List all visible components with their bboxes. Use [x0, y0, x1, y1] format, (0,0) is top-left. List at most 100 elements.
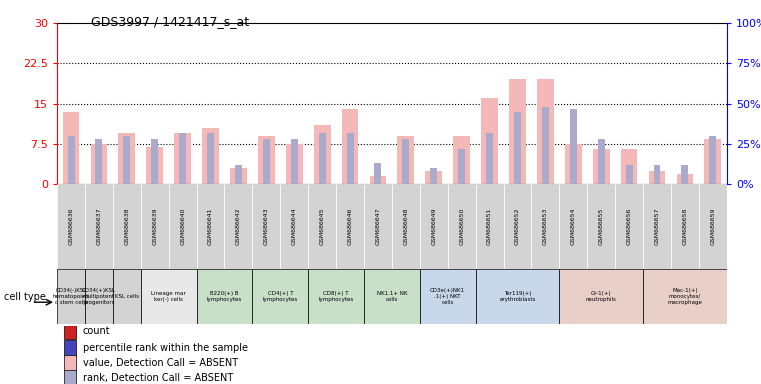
- Bar: [447, 184, 476, 269]
- Bar: [559, 269, 643, 324]
- Bar: [621, 149, 638, 184]
- Bar: [85, 184, 113, 269]
- Text: Ter119(+)
erythroblasts: Ter119(+) erythroblasts: [499, 291, 536, 302]
- Text: GSM686639: GSM686639: [152, 208, 158, 245]
- Bar: [346, 133, 354, 184]
- Text: GSM686641: GSM686641: [208, 208, 213, 245]
- Text: GDS3997 / 1421417_s_at: GDS3997 / 1421417_s_at: [91, 15, 250, 28]
- Bar: [705, 139, 721, 184]
- Bar: [420, 184, 447, 269]
- Bar: [392, 184, 420, 269]
- Bar: [64, 370, 76, 384]
- Bar: [224, 184, 253, 269]
- Bar: [146, 147, 163, 184]
- Text: Mac-1(+)
monocytes/
macrophage: Mac-1(+) monocytes/ macrophage: [667, 288, 702, 305]
- Text: GSM686654: GSM686654: [571, 208, 576, 245]
- Text: value, Detection Call = ABSENT: value, Detection Call = ABSENT: [82, 358, 237, 368]
- Text: GSM686645: GSM686645: [320, 208, 325, 245]
- Bar: [263, 139, 270, 184]
- Bar: [626, 165, 632, 184]
- Bar: [113, 269, 141, 324]
- Bar: [458, 149, 465, 184]
- Bar: [141, 184, 169, 269]
- Text: GSM686657: GSM686657: [654, 208, 660, 245]
- Bar: [95, 139, 103, 184]
- Text: CD8(+) T
lymphocytes: CD8(+) T lymphocytes: [319, 291, 354, 302]
- Bar: [476, 184, 504, 269]
- Text: B220(+) B
lymphocytes: B220(+) B lymphocytes: [207, 291, 242, 302]
- Text: Gr-1(+)
neutrophils: Gr-1(+) neutrophils: [586, 291, 616, 302]
- Bar: [123, 136, 130, 184]
- Bar: [565, 144, 581, 184]
- Bar: [514, 112, 521, 184]
- Bar: [179, 133, 186, 184]
- Bar: [286, 144, 303, 184]
- Text: GSM686647: GSM686647: [375, 208, 380, 245]
- Text: GSM686643: GSM686643: [264, 208, 269, 245]
- Text: GSM686646: GSM686646: [348, 208, 352, 245]
- Bar: [699, 184, 727, 269]
- Bar: [559, 184, 587, 269]
- Text: CD34(+)KSL
multipotent
progenitors: CD34(+)KSL multipotent progenitors: [82, 288, 116, 305]
- Text: percentile rank within the sample: percentile rank within the sample: [82, 343, 247, 353]
- Text: GSM686653: GSM686653: [543, 208, 548, 245]
- Bar: [430, 168, 438, 184]
- Bar: [141, 269, 196, 324]
- Bar: [196, 269, 253, 324]
- Bar: [62, 112, 79, 184]
- Bar: [68, 136, 75, 184]
- Bar: [319, 133, 326, 184]
- Text: GSM686644: GSM686644: [291, 208, 297, 245]
- Bar: [91, 144, 107, 184]
- Bar: [374, 163, 381, 184]
- Bar: [504, 184, 531, 269]
- Text: GSM686652: GSM686652: [515, 208, 520, 245]
- Text: rank, Detection Call = ABSENT: rank, Detection Call = ABSENT: [82, 373, 233, 383]
- Text: GSM686655: GSM686655: [599, 208, 603, 245]
- Bar: [677, 174, 693, 184]
- Bar: [196, 184, 224, 269]
- Bar: [542, 107, 549, 184]
- Text: GSM686638: GSM686638: [124, 208, 129, 245]
- Text: NK1.1+ NK
cells: NK1.1+ NK cells: [377, 291, 407, 302]
- Bar: [64, 340, 76, 356]
- Bar: [113, 184, 141, 269]
- Bar: [253, 184, 280, 269]
- Text: CD4(+) T
lymphocytes: CD4(+) T lymphocytes: [263, 291, 298, 302]
- Text: GSM686650: GSM686650: [459, 208, 464, 245]
- Text: GSM686649: GSM686649: [431, 208, 436, 245]
- Bar: [593, 149, 610, 184]
- Text: KSL cells: KSL cells: [115, 294, 139, 299]
- Bar: [64, 323, 76, 339]
- Bar: [681, 165, 689, 184]
- Text: GSM686637: GSM686637: [97, 208, 101, 245]
- Bar: [207, 133, 214, 184]
- Bar: [364, 269, 420, 324]
- Bar: [336, 184, 364, 269]
- Bar: [509, 79, 526, 184]
- Bar: [258, 136, 275, 184]
- Text: GSM686651: GSM686651: [487, 208, 492, 245]
- Bar: [486, 133, 493, 184]
- Bar: [454, 136, 470, 184]
- Bar: [85, 269, 113, 324]
- Bar: [425, 171, 442, 184]
- Text: GSM686658: GSM686658: [683, 208, 687, 245]
- Bar: [643, 269, 727, 324]
- Bar: [648, 171, 665, 184]
- Bar: [403, 139, 409, 184]
- Bar: [308, 184, 336, 269]
- Text: GSM686659: GSM686659: [710, 208, 715, 245]
- Bar: [151, 139, 158, 184]
- Bar: [314, 125, 330, 184]
- Text: CD34(-)KSL
hematopoieti
c stem cells: CD34(-)KSL hematopoieti c stem cells: [53, 288, 89, 305]
- Text: cell type: cell type: [4, 291, 46, 302]
- Bar: [420, 269, 476, 324]
- Bar: [537, 79, 554, 184]
- Bar: [587, 184, 615, 269]
- Text: GSM686656: GSM686656: [626, 208, 632, 245]
- Bar: [476, 269, 559, 324]
- Bar: [119, 133, 135, 184]
- Text: CD3e(+)NK1
.1(+) NKT
cells: CD3e(+)NK1 .1(+) NKT cells: [430, 288, 465, 305]
- Bar: [370, 176, 387, 184]
